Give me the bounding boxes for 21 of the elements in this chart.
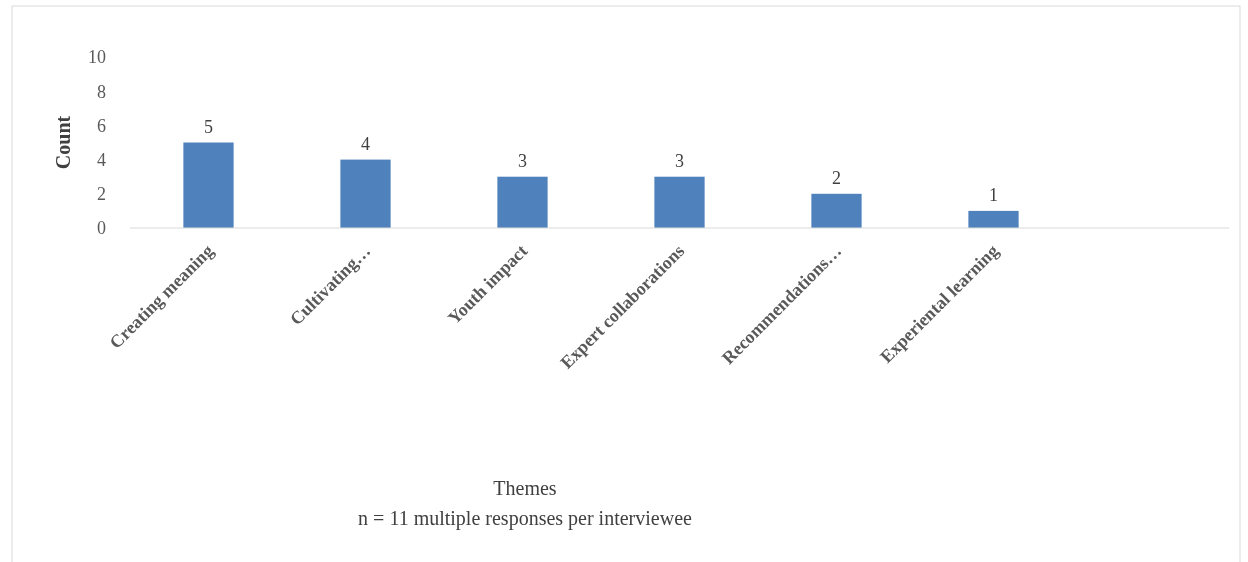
data-label: 2: [832, 167, 841, 188]
y-tick-label: 8: [97, 81, 106, 102]
y-tick-label: 10: [88, 47, 106, 68]
text: n = 11 multiple responses per interviewee: [358, 507, 693, 530]
y-tick-label: 0: [97, 218, 106, 239]
data-label: 1: [989, 184, 998, 205]
data-label: 3: [518, 150, 527, 171]
y-axis-title: Count: [52, 115, 74, 170]
y-tick-label: 2: [97, 184, 106, 205]
y-tick-label: 6: [97, 115, 106, 136]
bar: [811, 193, 862, 228]
bar: [340, 159, 391, 228]
bar: [968, 210, 1019, 228]
data-label: 5: [204, 116, 213, 137]
text: Themes: [493, 477, 557, 499]
data-label: 3: [675, 150, 684, 171]
y-tick-label: 4: [97, 149, 106, 170]
bar: [497, 176, 548, 228]
data-label: 4: [361, 133, 370, 154]
bar: [654, 176, 705, 228]
bar: [183, 142, 234, 228]
